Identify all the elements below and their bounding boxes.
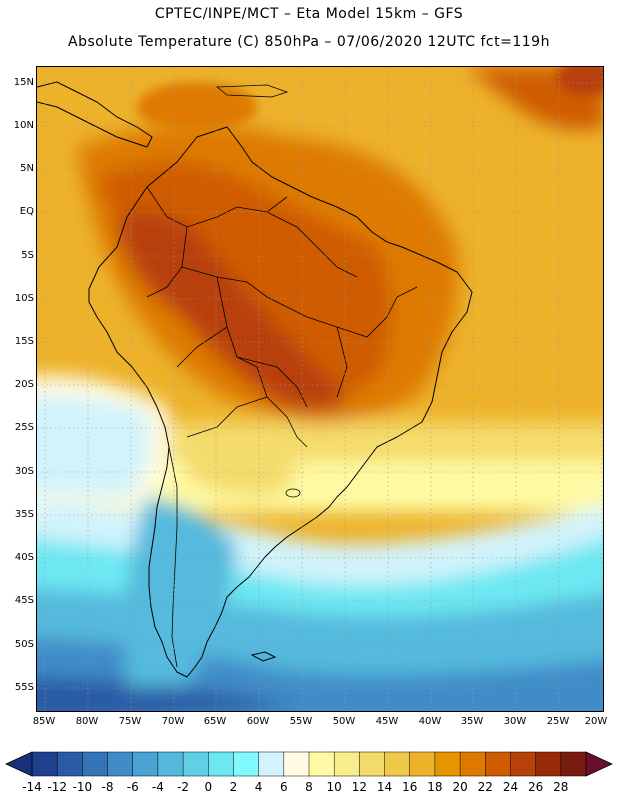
colorbar-cell — [283, 751, 310, 777]
colorbar-label: -6 — [126, 780, 139, 794]
colorbar-label: 0 — [204, 780, 213, 794]
colorbar-label: 6 — [279, 780, 288, 794]
lat-label: 50S — [14, 639, 34, 650]
colorbar-label: -14 — [22, 780, 42, 794]
lat-label: 15N — [13, 77, 34, 88]
colorbar-cell — [82, 751, 109, 777]
colorbar-label: -12 — [47, 780, 67, 794]
colorbar-label: -10 — [72, 780, 93, 794]
graticule — [37, 67, 603, 711]
lat-label: 40S — [14, 552, 34, 563]
colorbar-cell — [56, 751, 83, 777]
colorbar-label: -2 — [177, 780, 190, 794]
colorbar-label: 20 — [452, 780, 468, 794]
colorbar-cell — [308, 751, 335, 777]
colorbar-label: 16 — [402, 780, 418, 794]
lat-label: EQ — [19, 206, 34, 217]
field-land-hot-24 — [117, 212, 344, 410]
lon-label: 85W — [32, 716, 56, 727]
colorbar-cell — [384, 751, 411, 777]
colorbar-label: -8 — [101, 780, 114, 794]
colorbar-label: 14 — [376, 780, 393, 794]
central-america-coastline — [37, 81, 153, 148]
caribbean-islands — [215, 84, 289, 98]
colorbar-high-arrow — [585, 751, 613, 777]
colorbar-label: 10 — [326, 780, 342, 794]
lon-label: 55W — [289, 716, 313, 727]
colorbar-label: 12 — [351, 780, 367, 794]
field-caribbean-warm — [137, 82, 257, 132]
colorbar-cell — [485, 751, 511, 777]
field-band-neg12 — [37, 677, 297, 711]
lat-label: 35S — [14, 509, 34, 520]
colorbar-cell — [182, 751, 209, 777]
lat-label: 10S — [14, 293, 34, 304]
colorbar-cell — [459, 751, 486, 777]
colorbar-cell — [333, 751, 360, 777]
colorbar-cell — [233, 751, 260, 777]
lat-label: 55S — [14, 682, 34, 693]
colorbar-cell — [510, 751, 537, 777]
field-cold-tongue-4 — [37, 396, 150, 497]
lon-label: 60W — [246, 716, 270, 727]
lon-label: 50W — [332, 716, 356, 727]
colorbar-label: 4 — [254, 780, 263, 794]
lon-label: 40W — [418, 716, 442, 727]
colorbar-cell — [132, 751, 159, 777]
lon-label: 25W — [546, 716, 570, 727]
chile-argentina-border — [168, 446, 178, 668]
colorbar-cell — [208, 751, 235, 777]
colorbar-label: 8 — [305, 780, 313, 794]
map-canvas — [37, 67, 603, 711]
lat-label: 10N — [13, 120, 34, 131]
colorbar-label: 18 — [427, 780, 443, 794]
title-line-1: CPTEC/INPE/MCT – Eta Model 15km – GFS — [154, 6, 464, 22]
colorbar-label: 22 — [477, 780, 493, 794]
colorbar-cell — [258, 751, 285, 777]
colorbar-cell — [560, 751, 587, 777]
colorbar-label: 24 — [502, 780, 519, 794]
colorbar-cell — [434, 751, 461, 777]
lat-label: 30S — [14, 466, 34, 477]
colorbar-cell — [535, 751, 562, 777]
colorbar-cell — [359, 751, 386, 777]
lon-label: 80W — [75, 716, 99, 727]
falkland-islands — [250, 651, 277, 662]
lon-label: 70W — [161, 716, 185, 727]
lat-label: 25S — [14, 422, 34, 433]
field-ne-hot — [557, 67, 603, 95]
lat-label: 5N — [20, 163, 34, 174]
colorbar-label: 26 — [527, 780, 544, 794]
lon-label: 75W — [118, 716, 142, 727]
lagoon — [285, 488, 301, 498]
lon-label: 20W — [584, 716, 608, 727]
lon-label: 30W — [503, 716, 527, 727]
field-argentina-warm — [187, 437, 294, 497]
colorbar-cell — [107, 751, 134, 777]
colorbar-cell — [409, 751, 436, 777]
lat-label: 45S — [14, 595, 34, 606]
lat-label: 5S — [21, 250, 34, 261]
colorbar-cell — [31, 751, 58, 777]
colorbar-label: 2 — [229, 780, 238, 794]
temperature-map[interactable] — [36, 66, 604, 712]
colorbar-label: -4 — [151, 780, 164, 794]
title-line-2: Absolute Temperature (C) 850hPa – 07/06/… — [68, 34, 550, 50]
lon-label: 65W — [203, 716, 227, 727]
lon-label: 45W — [375, 716, 399, 727]
colorbar-cell — [157, 751, 184, 777]
lat-label: 20S — [14, 379, 34, 390]
lat-label: 15S — [14, 336, 34, 347]
colorbar-low-arrow — [5, 751, 33, 777]
colorbar-label: 28 — [553, 780, 569, 794]
lon-label: 35W — [460, 716, 484, 727]
colorbar — [5, 751, 613, 777]
